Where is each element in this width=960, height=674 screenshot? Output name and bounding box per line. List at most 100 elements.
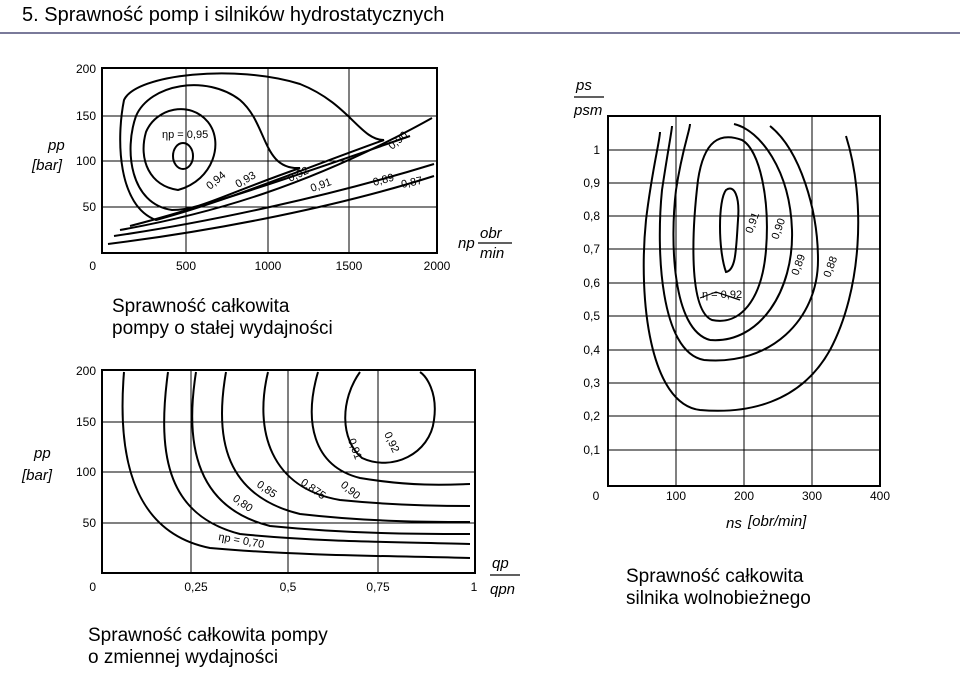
contour3-090 — [672, 123, 794, 342]
chart1-text: 200 150 100 50 0 500 1000 1500 2000 pp [… — [31, 62, 512, 273]
chart1-iso-095: ηp = 0,95 — [162, 129, 208, 141]
chart1-x-tick-1500: 1500 — [336, 259, 363, 273]
chart2-iso-090: 0,90 — [338, 479, 362, 502]
chart1-y-tick-200: 200 — [76, 62, 96, 76]
chart2-iso-085: 0,85 — [254, 479, 278, 501]
chart3-y-tick-06: 0,6 — [583, 276, 600, 290]
contour2-080 — [163, 371, 471, 545]
chart-pump-constant — [101, 67, 438, 254]
contour-090 — [119, 117, 433, 231]
chart2-contours — [121, 371, 471, 559]
contour3-092-leader — [699, 291, 741, 301]
chart2-iso-0875: 0,875 — [298, 477, 327, 503]
chart2-y-unit: [bar] — [21, 467, 53, 484]
contour-087 — [107, 175, 435, 245]
contour2-092 — [344, 371, 436, 464]
chart3-text: 1 0,9 0,8 0,7 0,6 0,5 0,4 0,3 0,2 0,1 0 … — [573, 77, 890, 532]
chart3-y-tick-05: 0,5 — [583, 309, 600, 323]
chart1-x-tick-2000: 2000 — [424, 259, 451, 273]
chart3-y-tick-03: 0,3 — [583, 376, 600, 390]
chart2-x-label-top: qp — [492, 555, 509, 572]
chart1-iso-094: 0,94 — [204, 169, 228, 192]
contour-089 — [113, 163, 435, 237]
chart3-y-label-bottom: psm — [573, 102, 602, 119]
chart1-y-tick-150: 150 — [76, 109, 96, 123]
contour2-091 — [310, 371, 471, 486]
contour2-090 — [262, 371, 471, 507]
chart2-y-tick-200: 200 — [76, 364, 96, 378]
chart3-y-label-top: ps — [575, 77, 592, 94]
chart1-y-unit: [bar] — [31, 157, 63, 174]
chart1-y-label: pp — [47, 137, 65, 154]
chart1-x-unit-bottom: min — [480, 245, 504, 262]
chart2-y-tick-50: 50 — [83, 516, 97, 530]
chart1-contours — [107, 72, 435, 245]
chart3-y-tick-09: 0,9 — [583, 176, 600, 190]
contour3-088 — [642, 131, 860, 412]
chart3-x-unit: [obr/min] — [747, 513, 807, 530]
chart1-iso-089: 0,89 — [372, 172, 396, 189]
chart2-x-label-bottom: qpn — [490, 581, 515, 598]
chart3-x-tick-300: 300 — [802, 489, 822, 503]
chart1-y-tick-0: 0 — [89, 259, 96, 273]
contour-095 — [172, 142, 194, 170]
chart2-iso-091: 0,91 — [345, 437, 364, 461]
chart2-text: 200 150 100 50 0 0,25 0,5 0,75 1 pp [bar… — [21, 364, 520, 598]
chart3-y-tick-1: 1 — [593, 143, 600, 157]
caption-motor: Sprawność całkowita silnika wolnobieżneg… — [626, 566, 811, 610]
chart1-x-tick-1000: 1000 — [255, 259, 282, 273]
chart1-grid — [102, 68, 437, 253]
caption-pump-constant-line2: pompy o stałej wydajności — [112, 318, 333, 339]
slide-title: 5. Sprawność pomp i silników hydrostatyc… — [0, 0, 960, 36]
chart2-x-tick-05: 0,5 — [280, 580, 297, 594]
chart1-y-tick-100: 100 — [76, 154, 96, 168]
chart-motor — [607, 115, 881, 487]
caption-motor-line2: silnika wolnobieżnego — [626, 588, 811, 609]
chart2-y-tick-0: 0 — [89, 580, 96, 594]
chart2-x-tick-025: 0,25 — [184, 580, 208, 594]
contour2-070 — [121, 371, 471, 559]
chart3-iso-088: 0,88 — [822, 255, 841, 279]
chart2-y-tick-150: 150 — [76, 415, 96, 429]
chart3-contours — [642, 123, 860, 412]
contour-092 — [119, 72, 385, 222]
chart3-iso-090: 0,90 — [770, 217, 789, 241]
chart3-y-tick-04: 0,4 — [583, 343, 600, 357]
chart2-x-tick-1: 1 — [471, 580, 478, 594]
caption-pump-constant: Sprawność całkowita pompy o stałej wydaj… — [112, 296, 333, 340]
chart2-y-tick-100: 100 — [76, 465, 96, 479]
chart1-iso-087: 0,87 — [400, 175, 423, 191]
chart1-x-tick-500: 500 — [176, 259, 196, 273]
chart3-x-tick-0: 0 — [593, 489, 600, 503]
caption-pump-variable: Sprawność całkowita pompy o zmiennej wyd… — [88, 625, 328, 669]
chart3-x-tick-200: 200 — [734, 489, 754, 503]
caption-motor-line1: Sprawność całkowita — [626, 566, 804, 587]
chart3-iso-092: η = 0,92 — [702, 289, 742, 301]
title-underline — [0, 32, 960, 34]
chart2-x-tick-075: 0,75 — [366, 580, 390, 594]
chart3-grid — [608, 116, 880, 486]
chart3-iso-089: 0,89 — [790, 253, 809, 277]
chart3-y-tick-01: 0,1 — [583, 443, 600, 457]
chart3-x-tick-400: 400 — [870, 489, 890, 503]
contour3-092 — [719, 187, 740, 274]
chart2-iso-070: ηp = 0,70 — [217, 531, 265, 551]
caption-pump-variable-line2: o zmiennej wydajności — [88, 647, 279, 668]
chart3-y-tick-07: 0,7 — [583, 242, 600, 256]
chart1-x-label: np — [458, 235, 475, 252]
contour3-091 — [692, 136, 768, 322]
chart3-x-label: ns — [726, 515, 742, 532]
chart3-iso-091: 0,91 — [744, 211, 763, 235]
chart1-x-unit-top: obr — [480, 225, 503, 242]
contour-094 — [142, 108, 217, 192]
contour2-0875 — [220, 371, 471, 523]
chart2-y-label: pp — [33, 445, 51, 462]
chart3-y-tick-02: 0,2 — [583, 409, 600, 423]
caption-pump-constant-line1: Sprawność całkowita — [112, 296, 290, 317]
contour2-085 — [191, 371, 471, 535]
slide-title-text: 5. Sprawność pomp i silników hydrostatyc… — [22, 4, 445, 26]
caption-pump-variable-line1: Sprawność całkowita pompy — [88, 625, 328, 646]
chart1-y-tick-50: 50 — [83, 200, 97, 214]
chart2-iso-092: 0,92 — [381, 430, 401, 454]
